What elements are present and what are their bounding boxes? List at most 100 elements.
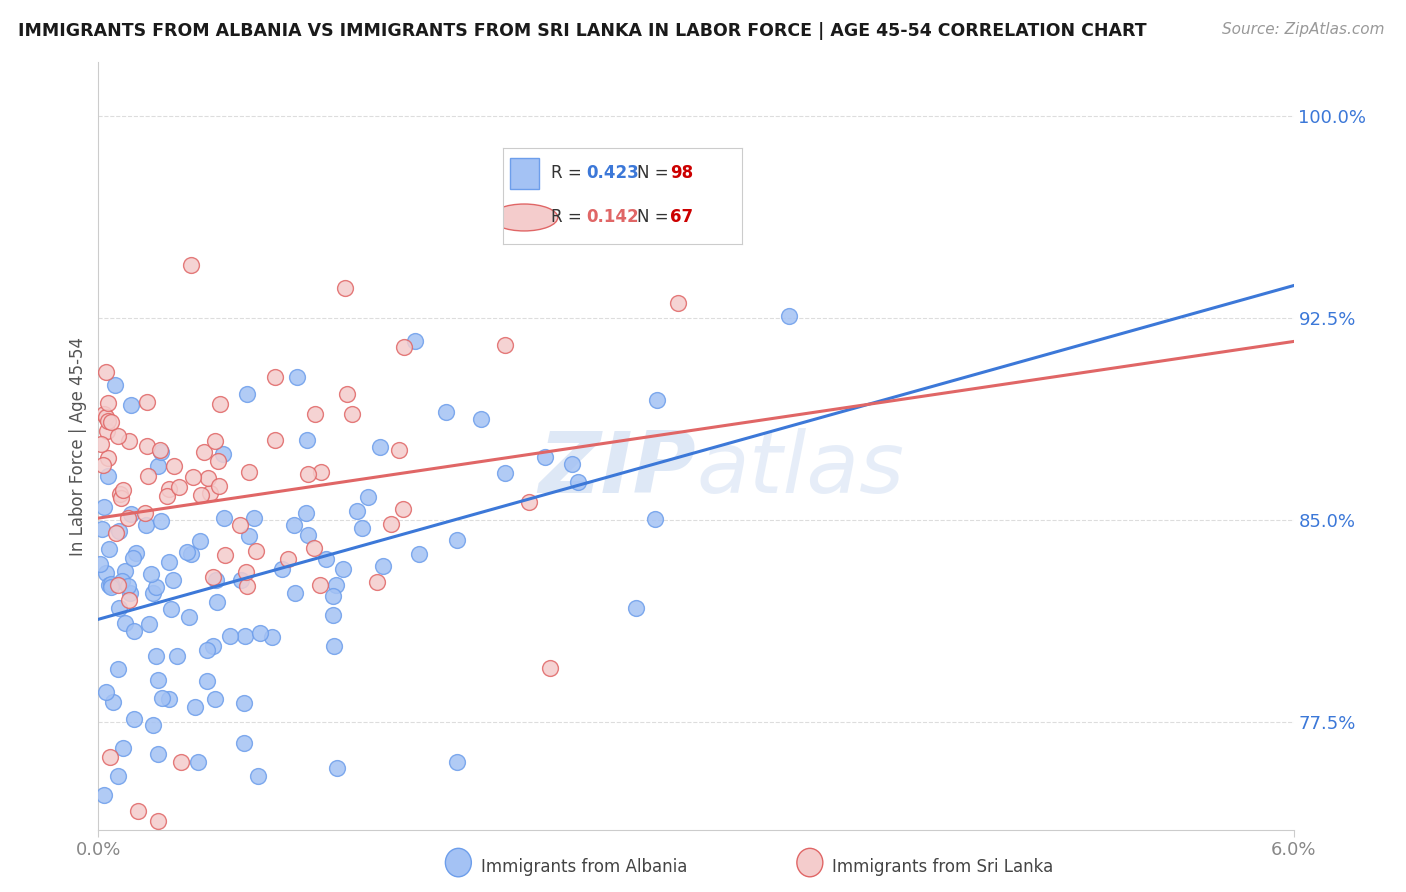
Text: 0.142: 0.142: [586, 209, 640, 227]
Point: [107, 429, 129, 443]
Point: [315, 552, 337, 566]
Point: [323, 639, 346, 653]
Point: [125, 546, 148, 560]
Point: [302, 541, 325, 555]
Text: IMMIGRANTS FROM ALBANIA VS IMMIGRANTS FROM SRI LANKA IN LABOR FORCE | AGE 45-54 : IMMIGRANTS FROM ALBANIA VS IMMIGRANTS FR…: [18, 22, 1147, 40]
Point: [368, 440, 391, 454]
Point: [122, 712, 145, 726]
Point: [236, 579, 259, 593]
Point: [111, 483, 134, 497]
Point: [100, 580, 122, 594]
Point: [350, 521, 373, 535]
Point: [446, 756, 468, 770]
Point: [142, 586, 165, 600]
Point: [404, 334, 426, 348]
Point: [96, 424, 118, 438]
Point: [110, 491, 132, 505]
Point: [204, 692, 226, 706]
Point: [470, 412, 492, 426]
Text: 98: 98: [671, 164, 693, 182]
Point: [295, 433, 318, 447]
Point: [214, 511, 236, 525]
Point: [236, 386, 259, 401]
Point: [408, 547, 430, 561]
Point: [157, 482, 180, 496]
Point: [148, 814, 170, 829]
Point: [309, 465, 332, 479]
Point: [446, 533, 468, 547]
Point: [187, 756, 209, 770]
Point: [304, 407, 326, 421]
Point: [146, 459, 169, 474]
Point: [243, 511, 266, 525]
Point: [218, 630, 240, 644]
Point: [297, 528, 319, 542]
Point: [380, 516, 402, 531]
Point: [264, 433, 287, 447]
Point: [392, 340, 415, 354]
Point: [163, 459, 186, 474]
Point: [111, 741, 134, 756]
Point: [114, 615, 136, 630]
Point: [325, 578, 347, 592]
Point: [166, 649, 188, 664]
Point: [150, 514, 173, 528]
Point: [117, 579, 139, 593]
Point: [246, 769, 269, 783]
Point: [197, 471, 219, 485]
Point: [322, 589, 344, 603]
Point: [624, 601, 647, 615]
Circle shape: [797, 848, 823, 877]
Point: [233, 630, 256, 644]
Point: [108, 486, 131, 500]
Point: [517, 494, 540, 508]
Point: [176, 545, 198, 559]
Point: [118, 592, 141, 607]
Point: [778, 309, 800, 323]
Point: [136, 439, 159, 453]
Text: ZIP: ZIP: [538, 427, 696, 510]
Point: [91, 458, 114, 472]
Point: [94, 685, 117, 699]
Point: [138, 617, 160, 632]
Point: [371, 559, 394, 574]
Point: [231, 573, 253, 587]
FancyBboxPatch shape: [510, 158, 538, 188]
Point: [97, 542, 120, 557]
Point: [108, 601, 131, 615]
Point: [366, 575, 388, 590]
Point: [204, 434, 226, 448]
Point: [139, 567, 162, 582]
Point: [97, 396, 120, 410]
Point: [100, 577, 122, 591]
Point: [190, 488, 212, 502]
Point: [94, 409, 117, 424]
Point: [181, 469, 204, 483]
Point: [322, 607, 344, 622]
Point: [93, 407, 115, 421]
Point: [105, 526, 128, 541]
Point: [167, 863, 190, 877]
Point: [177, 610, 200, 624]
Point: [127, 804, 149, 818]
Point: [162, 573, 184, 587]
Point: [326, 761, 349, 775]
Text: N =: N =: [637, 164, 673, 182]
Point: [167, 480, 190, 494]
Point: [90, 437, 112, 451]
Point: [208, 479, 231, 493]
Point: [180, 258, 202, 272]
Point: [202, 639, 225, 653]
Point: [284, 585, 307, 599]
Point: [232, 697, 254, 711]
Point: [96, 365, 118, 379]
Point: [188, 534, 211, 549]
Point: [97, 450, 120, 465]
Point: [114, 564, 136, 578]
Point: [122, 624, 145, 638]
Point: [107, 578, 129, 592]
Point: [205, 595, 228, 609]
Point: [180, 548, 202, 562]
Point: [287, 369, 309, 384]
Y-axis label: In Labor Force | Age 45-54: In Labor Force | Age 45-54: [69, 336, 87, 556]
